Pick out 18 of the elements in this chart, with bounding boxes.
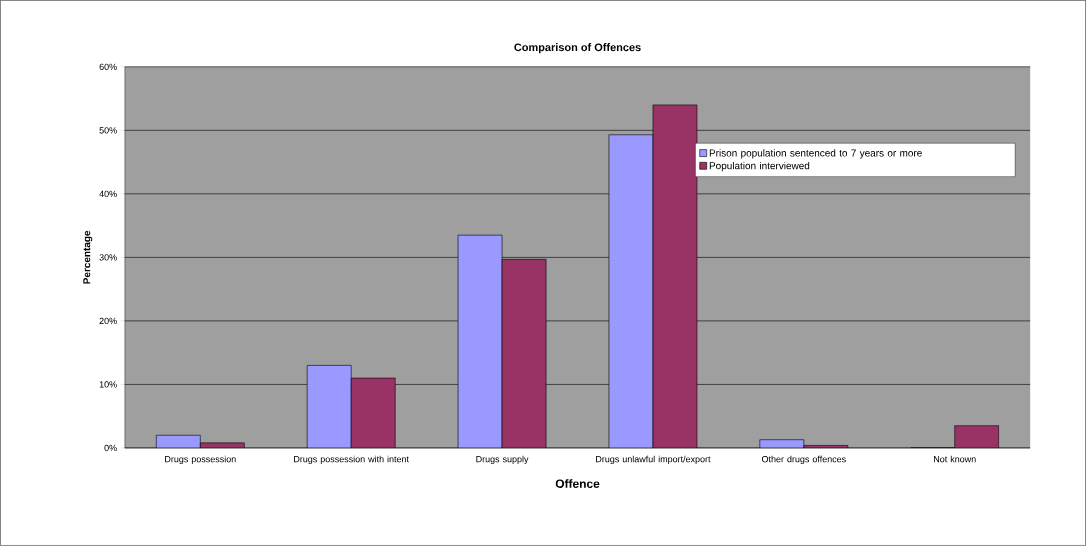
x-tick-label: Drugs possession: [165, 455, 236, 465]
x-axis-title: Offence: [555, 479, 600, 489]
y-tick-label: 20%: [99, 317, 117, 325]
x-tick-label: Other drugs offences: [761, 455, 846, 465]
y-tick-label: 10%: [99, 381, 117, 388]
x-tick-label: Drugs supply: [476, 455, 529, 465]
y-tick-label: 40%: [99, 190, 117, 198]
y-axis-title: Percentage: [83, 230, 93, 284]
y-tick-label: 50%: [99, 127, 117, 134]
legend-label: Prison population sentenced to 7 years or more: [709, 149, 922, 159]
x-tick-label: Drugs unlawful import/export: [596, 455, 711, 465]
y-tick-label: 0%: [104, 444, 117, 452]
legend-label: Population interviewed: [709, 162, 810, 172]
y-tick-label: 60%: [99, 63, 117, 71]
y-tick-label: 30%: [99, 254, 117, 261]
chart-title: Comparison of Offences: [514, 43, 641, 54]
x-tick-label: Not known: [934, 455, 976, 463]
x-tick-label: Drugs possession with intent: [294, 455, 409, 465]
